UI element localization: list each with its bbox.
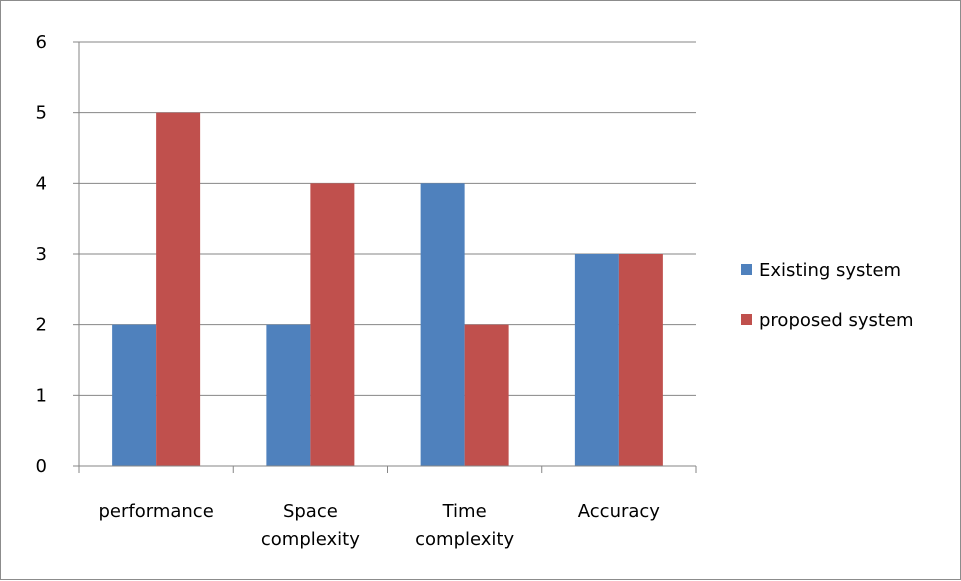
x-axis-tick-labels: performance Space complexity Time complexity… <box>98 501 660 550</box>
bar-proposed-0 <box>156 112 201 467</box>
legend-swatch-proposed <box>741 314 752 325</box>
bar-existing-1 <box>266 324 311 466</box>
bars <box>112 112 663 467</box>
y-tick-label: 0 <box>36 456 47 477</box>
legend-label-existing: Existing system <box>759 260 901 281</box>
y-tick-label: 1 <box>36 385 47 406</box>
bar-existing-2 <box>420 183 465 467</box>
x-tick-label-line: Space <box>283 501 338 522</box>
x-tick-label-line: complexity <box>415 529 514 550</box>
legend-swatch-existing <box>741 264 752 275</box>
y-tick-label: 5 <box>36 103 47 124</box>
bar-proposed-3 <box>618 254 663 466</box>
y-tick-label: 3 <box>36 244 47 265</box>
y-tick-label: 2 <box>36 315 47 336</box>
x-tick-label: Time complexity <box>415 501 514 550</box>
y-tick-label: 4 <box>36 173 47 194</box>
x-tick-label-line: complexity <box>261 529 360 550</box>
x-tick-label: performance <box>98 501 213 522</box>
bar-proposed-1 <box>310 183 355 467</box>
x-tick-label-line: performance <box>98 501 213 522</box>
axes <box>73 41 697 473</box>
bar-proposed-2 <box>464 324 509 466</box>
y-axis-tick-labels: 0 1 2 3 4 5 6 <box>36 32 47 477</box>
x-tick-label-line: Time <box>442 501 487 522</box>
y-tick-label: 6 <box>36 32 47 53</box>
x-tick-label: Accuracy <box>578 501 661 522</box>
bar-existing-0 <box>112 324 157 466</box>
legend: Existing system proposed system <box>741 260 914 331</box>
x-tick-label-line: Accuracy <box>578 501 661 522</box>
x-tick-label: Space complexity <box>261 501 360 550</box>
bar-existing-3 <box>574 254 619 466</box>
legend-label-proposed: proposed system <box>759 310 914 331</box>
